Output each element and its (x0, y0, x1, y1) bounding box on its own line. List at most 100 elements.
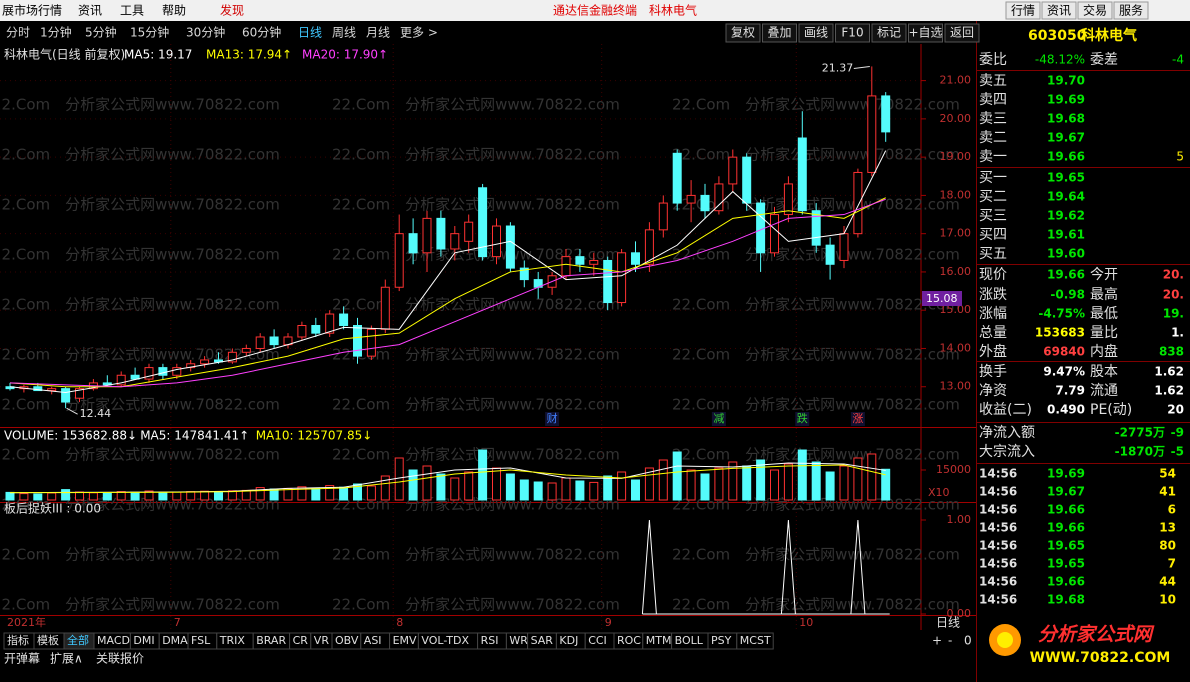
tab-label[interactable]: RSI (481, 634, 499, 647)
low-pointer (66, 407, 78, 415)
period-tab[interactable]: 更多 > (400, 26, 438, 40)
tool-button[interactable] (944, 23, 980, 43)
y-tick-label: 19.00 (940, 150, 972, 163)
menu-right-item[interactable]: 行情 (1011, 4, 1035, 18)
event-marker[interactable]: 减 (713, 412, 724, 425)
tool-button[interactable] (908, 23, 943, 43)
menu-button[interactable] (1113, 1, 1149, 20)
tab-label[interactable]: DMI (133, 634, 154, 647)
tab-label[interactable]: SAR (531, 634, 554, 647)
tab-label[interactable]: MCST (740, 634, 771, 647)
tab-label[interactable]: MACD (97, 634, 130, 647)
tool-label[interactable]: 返回 (950, 26, 974, 40)
bottom-link[interactable]: 开弹幕 (4, 652, 40, 666)
event-marker[interactable]: 财 (547, 411, 558, 425)
tab-label[interactable]: OBV (335, 634, 359, 647)
menu-item[interactable]: 帮助 (162, 4, 186, 18)
period-tab[interactable]: 分时 (6, 26, 30, 40)
tab-label[interactable]: MTM (646, 634, 672, 647)
tool-button[interactable] (798, 23, 834, 43)
book-price: 19.65 (1047, 171, 1085, 185)
stat-label: 涨跌 (979, 287, 1007, 303)
period-tab[interactable]: 月线 (366, 26, 390, 40)
menu-button[interactable] (1077, 1, 1113, 20)
bottom-period[interactable]: 日线 (936, 616, 960, 630)
tab-label[interactable]: VOL-TDX (421, 634, 469, 647)
candle-body (33, 386, 43, 392)
tool-button[interactable] (725, 23, 761, 43)
quote-label: 委比 (979, 52, 1007, 68)
menu-item[interactable]: 展市场行情 (2, 3, 62, 18)
event-box[interactable] (711, 412, 726, 426)
candle-body (644, 229, 654, 265)
menu-button[interactable] (1005, 1, 1041, 20)
tab-label[interactable]: PSY (711, 634, 732, 647)
menu-item[interactable]: 工具 (120, 4, 144, 18)
tab-label[interactable]: VR (314, 634, 330, 647)
zoom-button[interactable]: + (932, 634, 942, 648)
tab-label[interactable]: CR (293, 634, 309, 647)
tool-label[interactable]: 标记 (877, 26, 901, 40)
bottom-link[interactable]: 扩展∧ (50, 652, 83, 666)
tick-price: 19.66 (1047, 575, 1085, 589)
tool-label[interactable]: 画线 (804, 26, 828, 40)
menu-item[interactable]: 资讯 (78, 4, 102, 18)
menu-right-item[interactable]: 资讯 (1047, 4, 1071, 18)
tool-button[interactable] (762, 23, 797, 43)
event-box[interactable] (850, 412, 865, 426)
tick-time: 14:56 (979, 575, 1017, 589)
y-tick-label: 20.00 (940, 112, 972, 125)
tab-label[interactable]: DMA (162, 634, 188, 647)
candle-body (311, 325, 321, 334)
menu-discover[interactable]: 发现 (220, 3, 244, 18)
event-box[interactable] (795, 412, 810, 426)
zoom-button[interactable]: 0 (964, 634, 972, 648)
tab-label[interactable]: CCI (588, 634, 607, 647)
stock-code: 603050 (1028, 28, 1087, 44)
tab-label[interactable]: ROC (617, 634, 641, 647)
tab-label[interactable]: KDJ (559, 634, 578, 647)
tab-label[interactable]: TRIX (219, 634, 246, 647)
menu-button[interactable] (1041, 1, 1077, 20)
event-box[interactable] (545, 412, 560, 426)
tab-label[interactable]: WR (509, 634, 528, 647)
menu-right-item[interactable]: 服务 (1119, 3, 1143, 18)
tab-label[interactable]: 指标 (7, 633, 29, 647)
candle-body (380, 286, 390, 330)
tab-label[interactable]: 全部 (67, 633, 89, 647)
tool-label[interactable]: 复权 (731, 26, 755, 40)
tool-button[interactable] (835, 23, 870, 43)
period-tab[interactable]: 30分钟 (186, 25, 225, 40)
tab-label[interactable]: BRAR (256, 634, 286, 647)
tab-label[interactable]: BOLL (675, 634, 704, 647)
tool-label[interactable]: +自选 (908, 26, 942, 40)
period-tab[interactable]: 1分钟 (40, 25, 72, 40)
candle-body (227, 351, 237, 363)
watermark: 22.Com 分析家公式网www.70822.com (0, 446, 280, 464)
candle-body (589, 259, 599, 265)
stat-value: 20. (1163, 268, 1184, 282)
tool-button[interactable] (871, 23, 907, 43)
tab-label[interactable]: EMV (393, 634, 417, 647)
tab[interactable] (736, 632, 774, 650)
event-marker[interactable]: 跌 (797, 411, 808, 425)
book-label: 卖五 (979, 73, 1007, 89)
period-tab[interactable]: 15分钟 (130, 25, 169, 40)
tick-volume: 41 (1159, 485, 1176, 499)
tab-label[interactable]: FSL (191, 634, 211, 647)
menu-right-item[interactable]: 交易 (1083, 3, 1107, 18)
quote-value: -4 (1172, 53, 1184, 67)
bottom-link[interactable]: 关联报价 (96, 651, 144, 666)
stat-value: 19.66 (1047, 268, 1085, 282)
watermark: 22.Com 分析家公式网www.70822.com (0, 246, 280, 264)
tab-label[interactable]: ASI (364, 634, 382, 647)
zoom-button[interactable]: - (948, 634, 952, 648)
period-tab[interactable]: 日线 (298, 26, 322, 40)
tool-label[interactable]: 叠加 (767, 26, 791, 40)
period-tab[interactable]: 5分钟 (85, 25, 117, 40)
period-tab[interactable]: 周线 (332, 26, 356, 40)
event-marker[interactable]: 涨 (852, 412, 863, 425)
period-tab[interactable]: 60分钟 (242, 25, 281, 40)
tab-label[interactable]: 模板 (37, 633, 59, 647)
tool-label[interactable]: F10 (841, 26, 863, 40)
